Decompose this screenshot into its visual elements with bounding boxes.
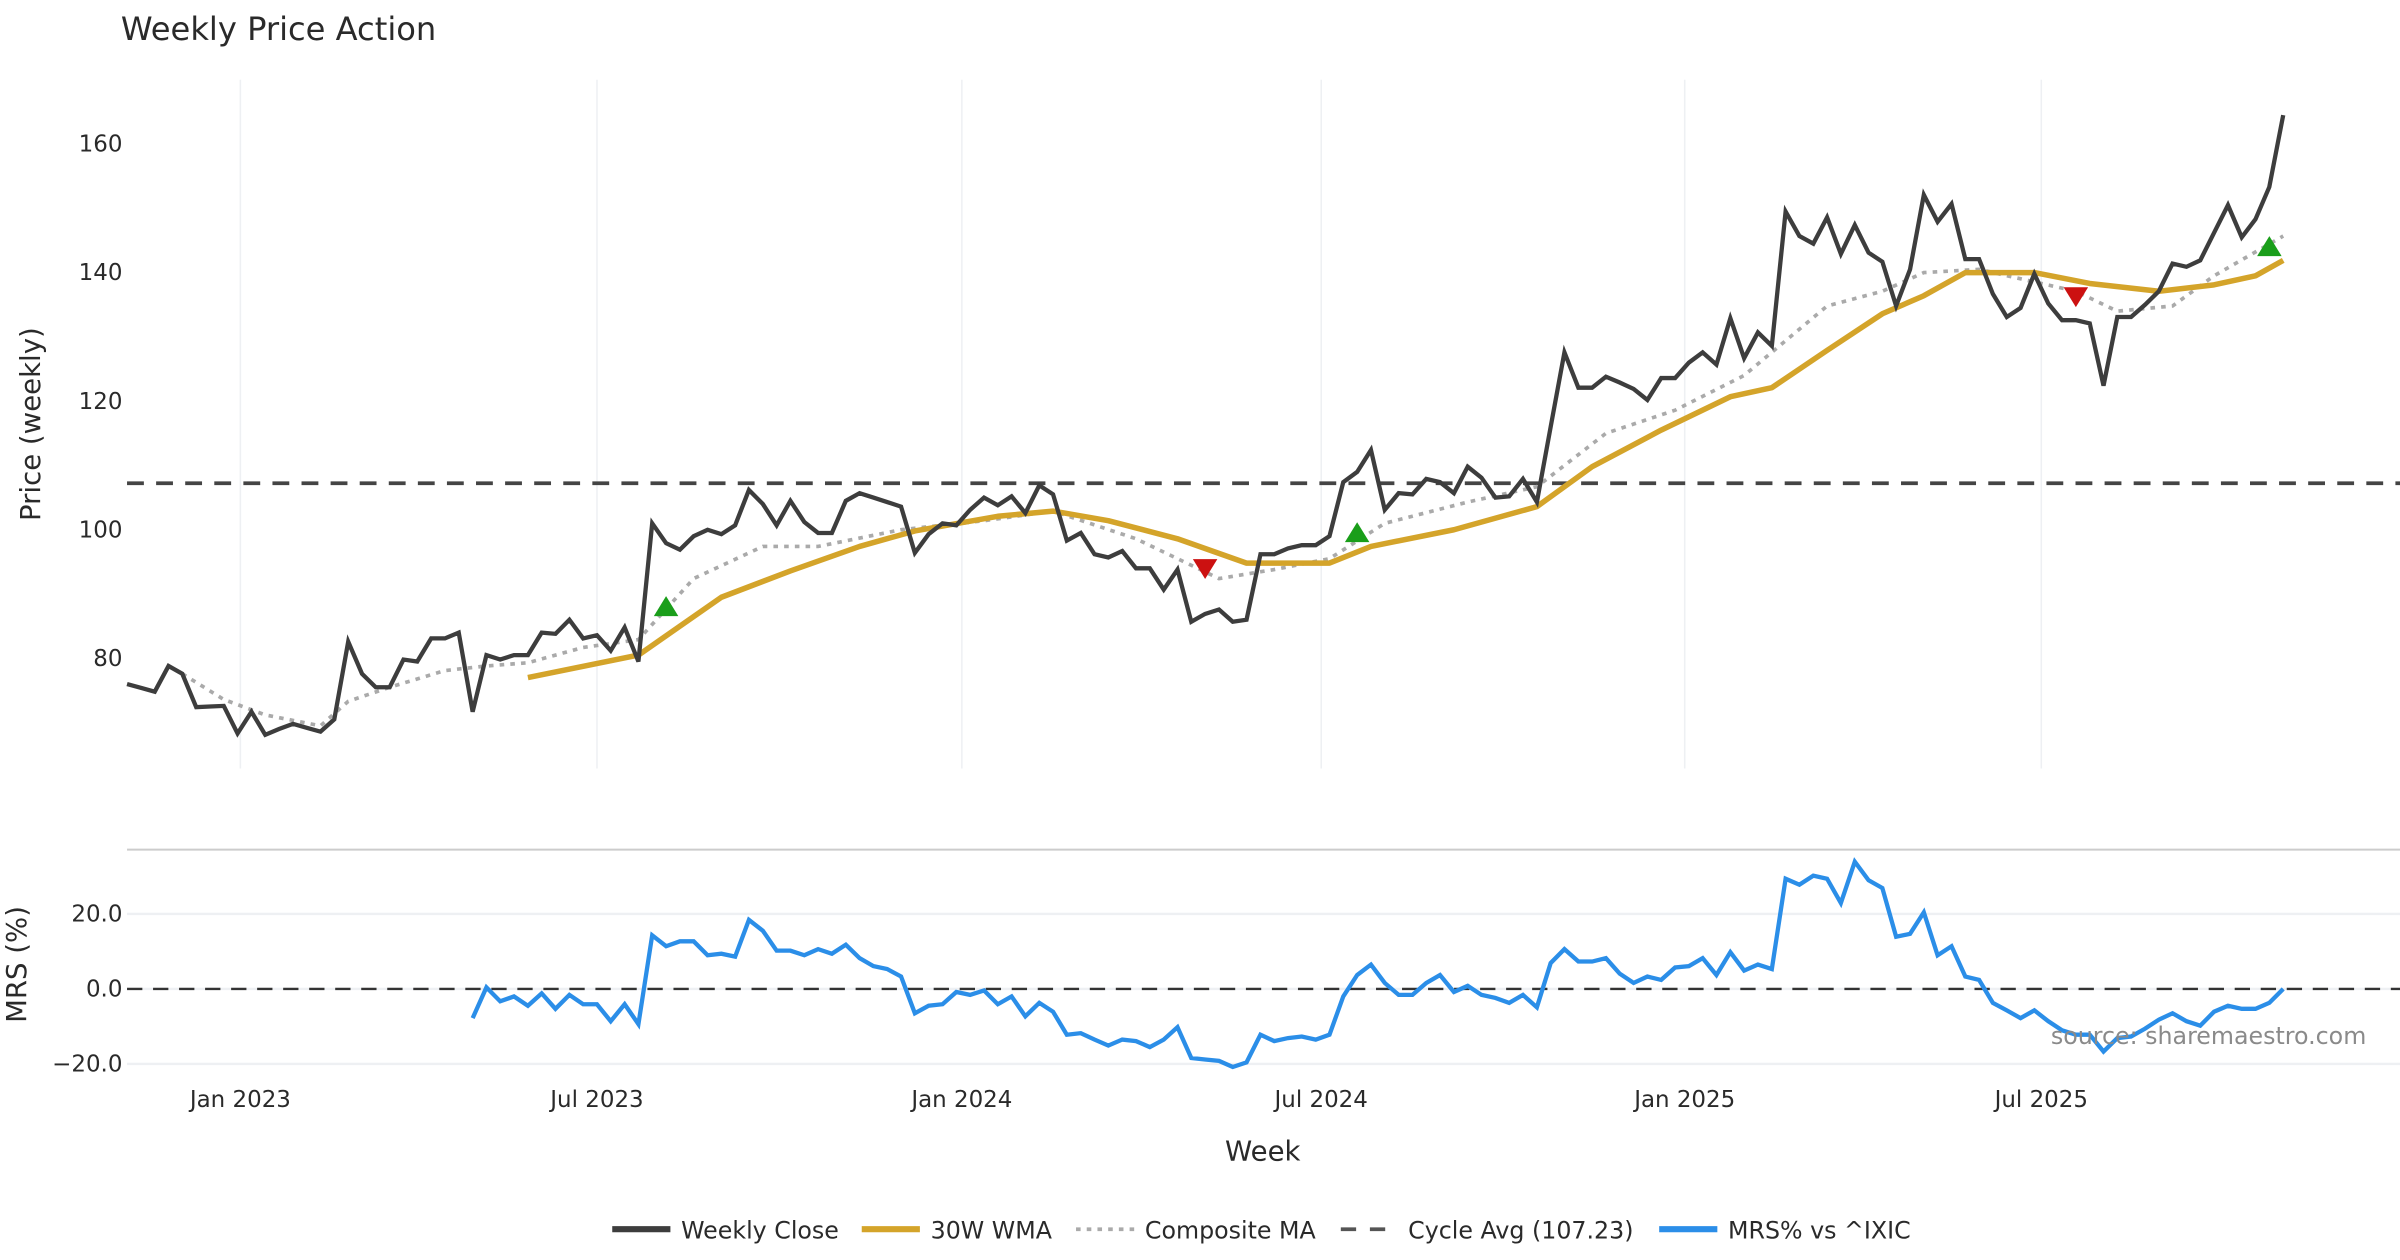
x-tick-label: Jan 2024 <box>909 1087 1012 1113</box>
y-tick-label-price: 160 <box>79 132 123 158</box>
weekly-close-line <box>126 114 2286 738</box>
wma-30w-line <box>527 257 2285 681</box>
legend-label: Composite MA <box>1145 1216 1317 1244</box>
y-tick-label-price: 100 <box>79 517 123 543</box>
composite-ma-line <box>181 234 2285 728</box>
buy-signal-marker <box>2257 236 2282 257</box>
legend: Weekly Close 30W WMA Composite MA Cycle Avg… <box>612 1216 1911 1244</box>
x-tick-label: Jul 2023 <box>548 1087 643 1113</box>
source-label: source: sharemaestro.com <box>2051 1022 2366 1050</box>
legend-label: Weekly Close <box>681 1216 839 1244</box>
y-tick-label-price: 140 <box>79 260 123 286</box>
x-tick-label: Jan 2025 <box>1632 1087 1735 1113</box>
y-axis-title-mrs: MRS (%) <box>1 906 33 1023</box>
y-tick-label-mrs: 20.0 <box>71 902 122 928</box>
y-tick-label-price: 120 <box>79 389 123 415</box>
x-tick-label: Jul 2024 <box>1273 1087 1368 1113</box>
sell-signal-marker <box>1192 559 1218 580</box>
legend-label: 30W WMA <box>931 1216 1053 1244</box>
sell-signal-marker <box>2063 287 2089 308</box>
x-axis-title: Week <box>1225 1135 1301 1167</box>
legend-label: Cycle Avg (107.23) <box>1408 1216 1633 1244</box>
y-tick-label-mrs: −20.0 <box>52 1052 122 1078</box>
chart-title: Weekly Price Action <box>121 10 436 48</box>
y-tick-label-mrs: 0.0 <box>86 977 122 1003</box>
buy-signal-marker <box>653 596 679 617</box>
y-axis-title-price: Price (weekly) <box>15 327 47 521</box>
buy-signal-marker <box>1344 522 1370 543</box>
x-tick-label: Jul 2025 <box>1993 1087 2088 1113</box>
legend-label: MRS% vs ^IXIC <box>1728 1216 1911 1244</box>
x-tick-label: Jan 2023 <box>188 1087 291 1113</box>
y-tick-label-price: 80 <box>93 646 122 672</box>
mrs-line <box>470 857 2285 1070</box>
